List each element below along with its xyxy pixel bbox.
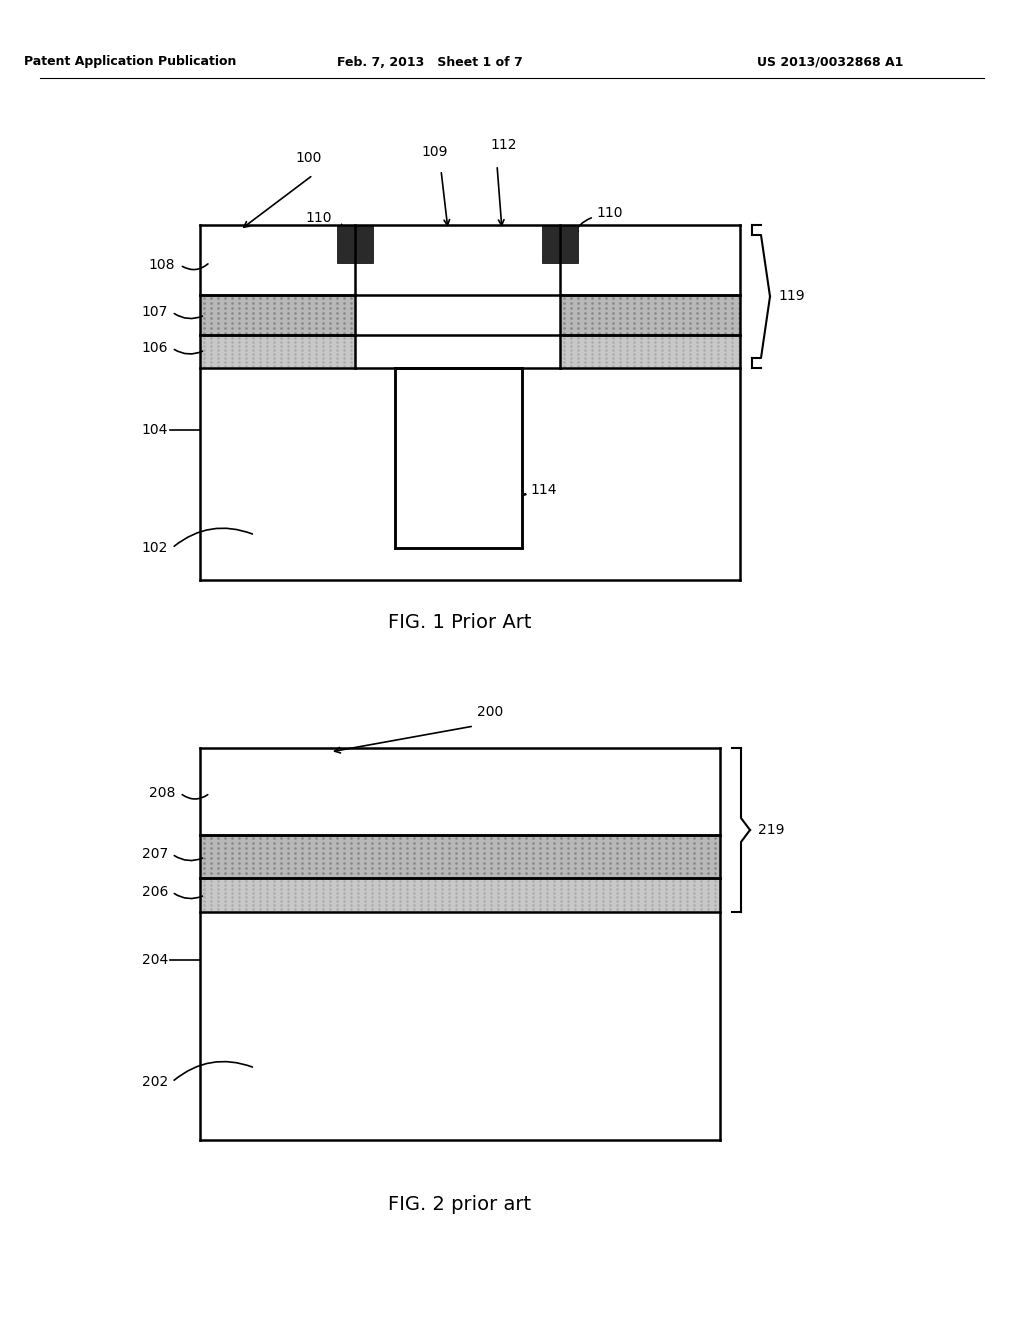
- Bar: [200, 912, 720, 1140]
- Text: FIG. 2 prior art: FIG. 2 prior art: [388, 1196, 531, 1214]
- Bar: [200, 878, 720, 912]
- Text: 200: 200: [477, 705, 503, 719]
- Text: 207: 207: [141, 847, 168, 861]
- Text: Patent Application Publication: Patent Application Publication: [24, 55, 237, 69]
- Text: 109: 109: [422, 145, 449, 158]
- Bar: [395, 368, 522, 548]
- Text: 110: 110: [305, 211, 332, 224]
- Bar: [200, 368, 740, 579]
- Text: 119: 119: [778, 289, 805, 304]
- Bar: [200, 836, 720, 878]
- Text: 106: 106: [141, 341, 168, 355]
- Text: 110: 110: [596, 206, 623, 220]
- Text: FIG. 1 Prior Art: FIG. 1 Prior Art: [388, 614, 531, 632]
- Bar: [560, 335, 740, 368]
- Text: 204: 204: [141, 953, 168, 968]
- Bar: [337, 224, 373, 263]
- Bar: [200, 748, 720, 836]
- Text: 112: 112: [490, 139, 516, 152]
- Text: 219: 219: [758, 822, 784, 837]
- Text: 202: 202: [141, 1074, 168, 1089]
- Bar: [200, 224, 355, 294]
- Bar: [200, 748, 720, 1140]
- Text: US 2013/0032868 A1: US 2013/0032868 A1: [757, 55, 903, 69]
- Bar: [355, 224, 560, 368]
- Bar: [560, 294, 740, 335]
- Text: 102: 102: [141, 541, 168, 554]
- Text: Feb. 7, 2013   Sheet 1 of 7: Feb. 7, 2013 Sheet 1 of 7: [337, 55, 523, 69]
- Bar: [200, 224, 740, 579]
- Text: 206: 206: [141, 884, 168, 899]
- Text: 104: 104: [141, 422, 168, 437]
- Bar: [200, 335, 355, 368]
- Text: 100: 100: [295, 150, 322, 165]
- Bar: [200, 294, 355, 335]
- Text: 107: 107: [141, 305, 168, 319]
- Bar: [542, 224, 578, 263]
- Bar: [560, 224, 740, 294]
- Text: 114: 114: [530, 483, 556, 498]
- Text: 208: 208: [148, 785, 175, 800]
- Text: 108: 108: [148, 257, 175, 272]
